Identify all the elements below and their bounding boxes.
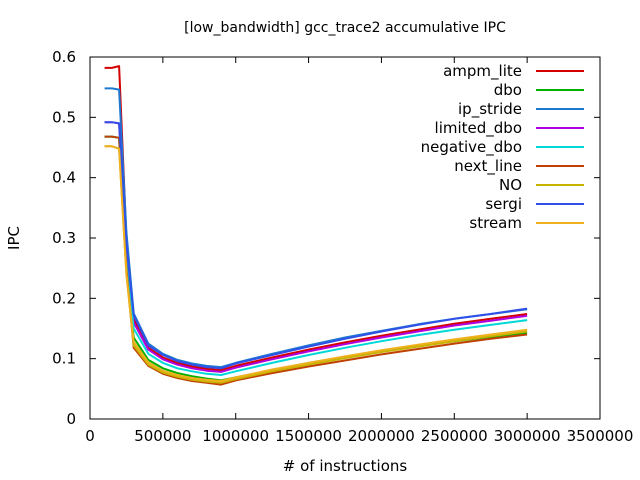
x-tick-label: 2500000 xyxy=(421,427,488,445)
series-line-sergi xyxy=(104,121,528,370)
chart-title: [low_bandwidth] gcc_trace2 accumulative … xyxy=(184,20,506,36)
legend-label-negative_dbo: negative_dbo xyxy=(421,138,522,157)
legend-label-dbo: dbo xyxy=(494,81,522,99)
series-lines xyxy=(104,65,528,386)
y-tick-label: 0.6 xyxy=(52,48,76,66)
x-tick-label: 2000000 xyxy=(348,427,415,445)
legend-label-stream: stream xyxy=(469,214,522,232)
x-tick-label: 500000 xyxy=(134,427,191,445)
x-tick-label: 0 xyxy=(85,427,95,445)
y-tick-label: 0.5 xyxy=(52,108,76,126)
y-tick-label: 0.2 xyxy=(52,289,76,307)
legend-label-ip_stride: ip_stride xyxy=(458,100,522,119)
y-axis-label: IPC xyxy=(5,226,23,250)
axis-ticks: 0 500000 1000000 1500000 2000000 2500000 30000… xyxy=(52,48,633,445)
y-tick-label: 0.1 xyxy=(52,350,76,368)
y-tick-label: 0.3 xyxy=(52,229,76,247)
legend-label-sergi: sergi xyxy=(485,195,522,213)
x-axis-label: # of instructions xyxy=(283,457,408,475)
x-tick-label: 1500000 xyxy=(275,427,342,445)
legend-label-next_line: next_line xyxy=(454,157,522,176)
plot-frame xyxy=(89,56,601,420)
series-line-stream xyxy=(104,145,528,382)
legend-label-ampm_lite: ampm_lite xyxy=(443,62,522,81)
legend-label-limited_dbo: limited_dbo xyxy=(435,119,522,138)
x-tick-label: 3500000 xyxy=(567,427,634,445)
x-tick-label: 3000000 xyxy=(494,427,561,445)
x-tick-label: 1000000 xyxy=(202,427,269,445)
legend: ampm_litedboip_stridelimited_dbonegative… xyxy=(421,62,584,232)
y-tick-label: 0 xyxy=(66,410,76,428)
legend-label-NO: NO xyxy=(499,176,522,194)
y-tick-label: 0.4 xyxy=(52,169,76,187)
